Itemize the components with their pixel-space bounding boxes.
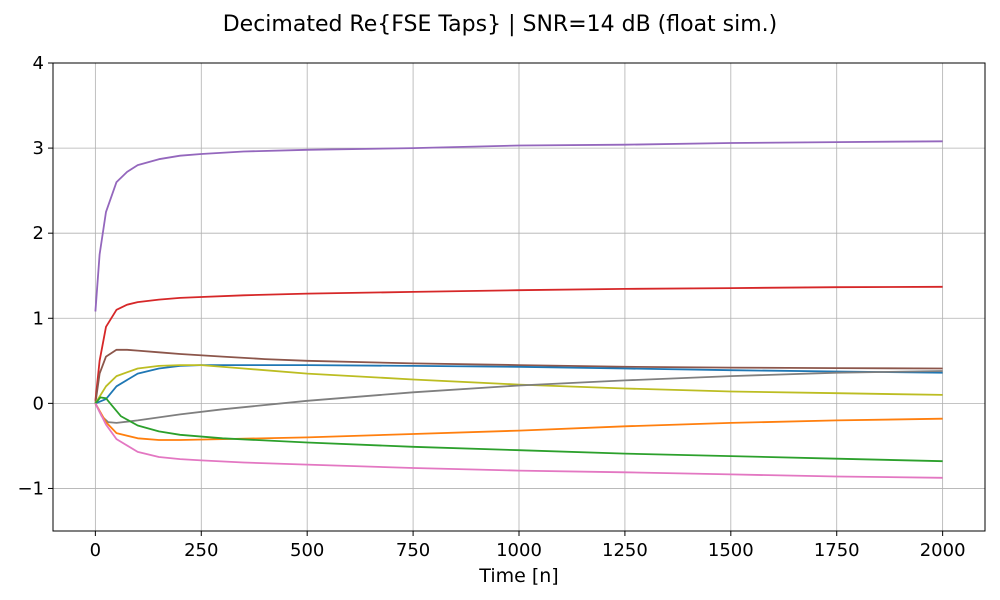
x-tick-label: 1250 (602, 540, 648, 561)
x-tick-label: 1000 (496, 540, 542, 561)
x-tick-label: 1500 (708, 540, 754, 561)
x-tick-label: 250 (184, 540, 218, 561)
series-line-1 (94, 140, 943, 312)
series-line-6 (94, 370, 943, 424)
y-tick-label: 3 (33, 138, 44, 159)
y-tick-label: 0 (33, 393, 44, 414)
series-line-9 (94, 402, 943, 479)
chart-title: Decimated Re{FSE Taps} | SNR=14 dB (floa… (223, 12, 778, 37)
y-tick-label: 2 (33, 223, 44, 244)
series-line-5 (94, 364, 943, 404)
series-lines (94, 140, 943, 479)
series-line-8 (94, 396, 943, 463)
x-tick-label: 500 (290, 540, 324, 561)
grid (53, 62, 985, 531)
y-tick-label: −1 (17, 478, 44, 499)
x-axis-ticks: 0 250 500 750 1000 1250 1500 1750 2000 (90, 531, 966, 561)
x-tick-label: 0 (90, 540, 101, 561)
series-line-7 (94, 402, 943, 441)
x-tick-label: 750 (396, 540, 430, 561)
x-axis-label: Time [n] (478, 565, 558, 587)
x-tick-label: 2000 (920, 540, 966, 561)
y-tick-label: 4 (33, 53, 44, 74)
y-tick-label: 1 (33, 308, 44, 329)
x-tick-label: 1750 (814, 540, 860, 561)
y-axis-ticks: −1 0 1 2 3 4 (17, 53, 53, 499)
series-line-3 (94, 348, 943, 404)
series-line-4 (95, 364, 943, 405)
series-line-2 (94, 285, 943, 401)
